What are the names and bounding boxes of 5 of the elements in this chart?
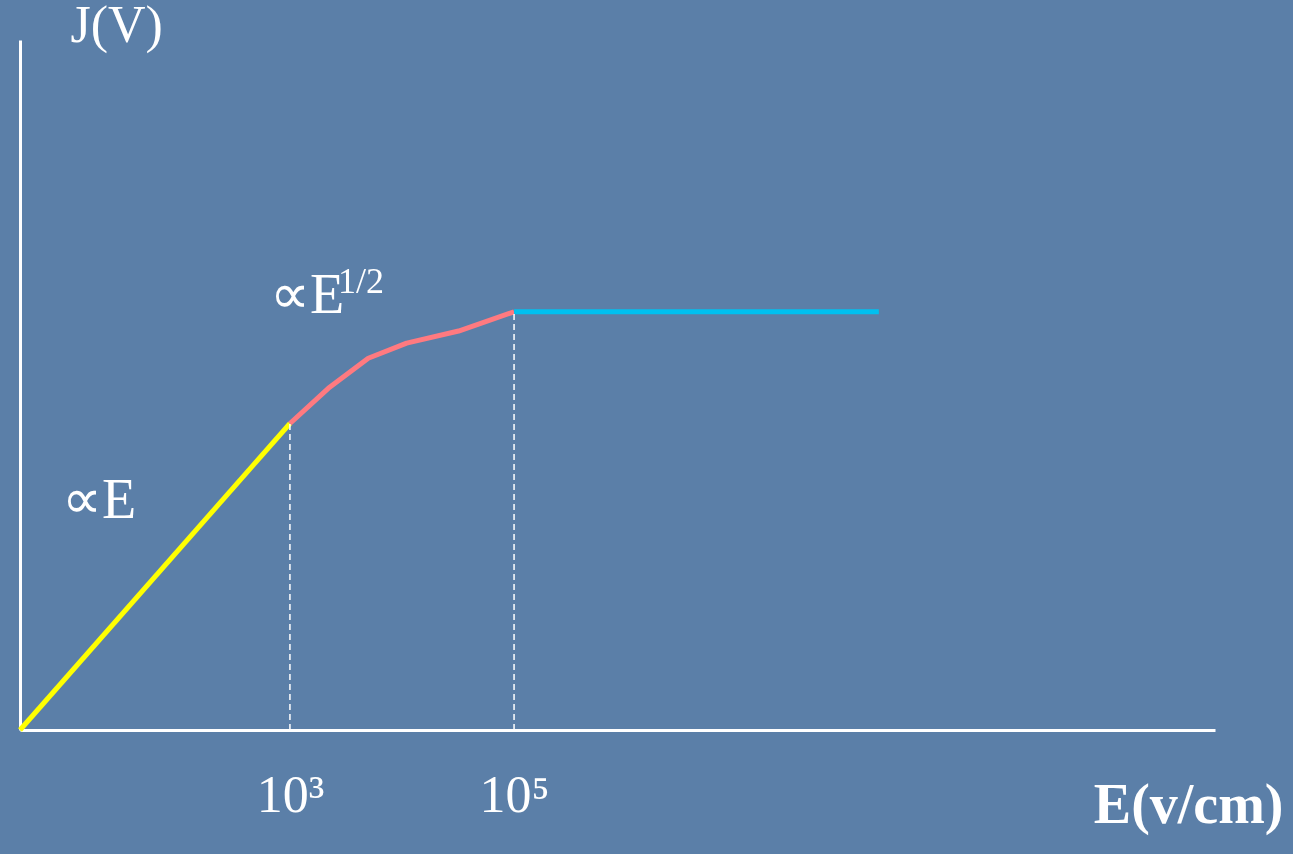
y-axis-title: J(V)	[70, 0, 163, 54]
x-tick-label: 10⁵	[479, 765, 550, 823]
x-axis-title: E(v/cm)	[1093, 772, 1284, 836]
x-tick-label: 10³	[256, 765, 325, 823]
annotation: ∝E	[62, 468, 137, 530]
